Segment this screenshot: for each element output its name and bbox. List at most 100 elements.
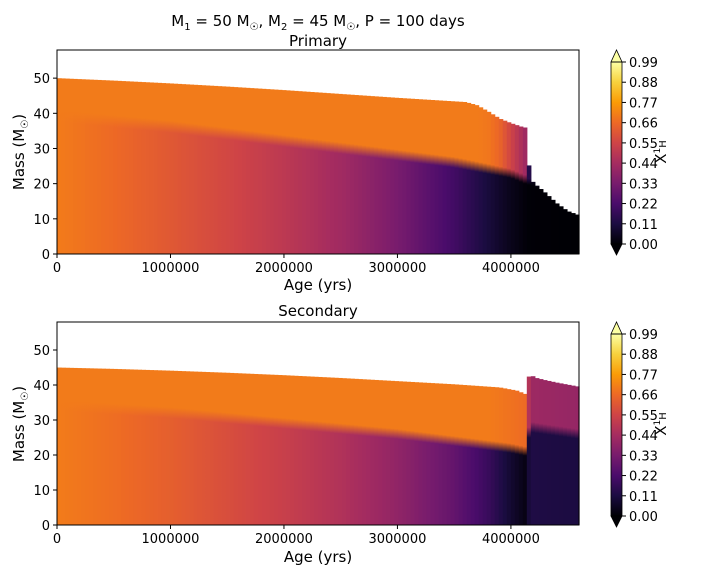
heatmap-column: [426, 382, 432, 525]
heatmap-column: [558, 383, 564, 525]
heatmap-column: [165, 83, 171, 254]
heatmap-column: [145, 369, 150, 525]
heatmap-column: [478, 386, 484, 525]
heatmap-column: [81, 368, 86, 525]
heatmap-column: [233, 373, 239, 525]
heatmap-column: [245, 373, 251, 525]
primary-colorbar-label: X1H: [652, 140, 670, 164]
heatmap-column: [165, 370, 171, 525]
heatmap-column: [289, 90, 295, 254]
secondary-colorbar-extend-max: [610, 321, 623, 335]
heatmap-column: [482, 386, 488, 525]
heatmap-column: [422, 382, 428, 525]
heatmap-column: [450, 101, 456, 255]
heatmap-column: [253, 373, 259, 525]
heatmap-column: [418, 99, 423, 254]
primary-colorbar-gradient: [611, 62, 622, 244]
primary-colorbar: 0.00 0.11 0.22 0.33 0.44 0.55 0.66 0.77 0.88 0.99…: [610, 49, 670, 256]
colorbar-tick-label: 0.11: [629, 218, 658, 233]
heatmap-column: [85, 79, 90, 254]
primary-y-axis-label: Mass (M☉): [10, 114, 31, 190]
heatmap-column: [169, 370, 175, 525]
heatmap-column: [93, 79, 98, 254]
heatmap-column: [289, 375, 295, 525]
heatmap-column: [502, 120, 508, 254]
primary-y-ticks: 0 10 20 30 40 50: [33, 72, 57, 263]
heatmap-column: [241, 87, 247, 254]
primary-heatmap: [57, 78, 580, 255]
heatmap-column: [386, 97, 391, 254]
heatmap-column: [65, 78, 70, 255]
heatmap-column: [213, 372, 219, 525]
heatmap-column: [370, 379, 375, 525]
heatmap-column: [450, 384, 456, 525]
heatmap-column: [506, 389, 512, 525]
heatmap-column: [390, 380, 395, 525]
heatmap-column: [406, 98, 411, 255]
heatmap-column: [65, 367, 70, 525]
heatmap-column: [265, 374, 271, 525]
figure-suptitle: M1 = 50 M☉, M2 = 45 M☉, P = 100 days: [171, 12, 465, 33]
heatmap-column: [566, 384, 572, 525]
heatmap-column: [213, 85, 219, 254]
heatmap-column: [474, 385, 480, 525]
heatmap-column: [446, 101, 452, 254]
heatmap-column: [562, 384, 568, 525]
heatmap-column: [546, 380, 552, 525]
heatmap-column: [145, 82, 150, 254]
heatmap-column: [494, 116, 500, 254]
heatmap-column: [309, 376, 315, 525]
heatmap-column: [61, 78, 66, 254]
y-tick-label: 20: [33, 449, 50, 464]
y-tick-label: 40: [33, 107, 50, 122]
heatmap-column: [309, 92, 315, 254]
primary-colorbar-frame: [610, 61, 623, 245]
heatmap-column: [502, 388, 508, 525]
heatmap-column: [157, 370, 162, 525]
heatmap-column: [358, 95, 363, 254]
heatmap-column: [109, 80, 114, 255]
x-tick-label: 2000000: [255, 261, 313, 276]
heatmap-column: [470, 104, 476, 255]
heatmap-column: [414, 382, 419, 525]
heatmap-column: [526, 376, 532, 525]
heatmap-column: [293, 375, 299, 525]
heatmap-column: [153, 82, 158, 255]
colorbar-tick-label: 0.77: [629, 368, 658, 383]
heatmap-column: [269, 374, 275, 525]
secondary-colorbar-extend-min: [610, 515, 623, 528]
heatmap-column: [434, 100, 440, 254]
heatmap-column: [398, 98, 403, 254]
heatmap-column: [129, 369, 134, 525]
heatmap-column: [89, 368, 94, 525]
heatmap-column: [137, 369, 142, 525]
heatmap-column: [374, 96, 379, 254]
secondary-colorbar-gradient: [611, 334, 622, 516]
heatmap-column: [57, 367, 62, 525]
heatmap-column: [498, 387, 504, 525]
heatmap-column: [125, 369, 130, 525]
y-tick-label: 30: [33, 414, 50, 429]
heatmap-column: [305, 91, 311, 254]
heatmap-column: [374, 379, 379, 525]
heatmap-column: [121, 369, 126, 525]
y-tick-label: 20: [33, 178, 50, 193]
heatmap-column: [181, 84, 187, 254]
heatmap-column: [462, 101, 468, 254]
heatmap-column: [394, 97, 399, 254]
heatmap-column: [241, 373, 247, 525]
primary-colorbar-ticks: 0.00 0.11 0.22 0.33 0.44 0.55 0.66 0.77 0.88 0.99: [622, 56, 658, 253]
heatmap-column: [69, 78, 74, 254]
heatmap-column: [522, 393, 528, 525]
heatmap-column: [466, 102, 472, 254]
colorbar-tick-label: 0.55: [629, 137, 658, 152]
heatmap-column: [570, 385, 576, 525]
heatmap-column: [249, 373, 255, 525]
y-tick-label: 40: [33, 379, 50, 394]
colorbar-tick-label: 0.00: [629, 510, 658, 525]
heatmap-column: [197, 371, 203, 525]
heatmap-column: [390, 97, 395, 254]
heatmap-column: [185, 84, 191, 254]
heatmap-column: [570, 213, 576, 254]
